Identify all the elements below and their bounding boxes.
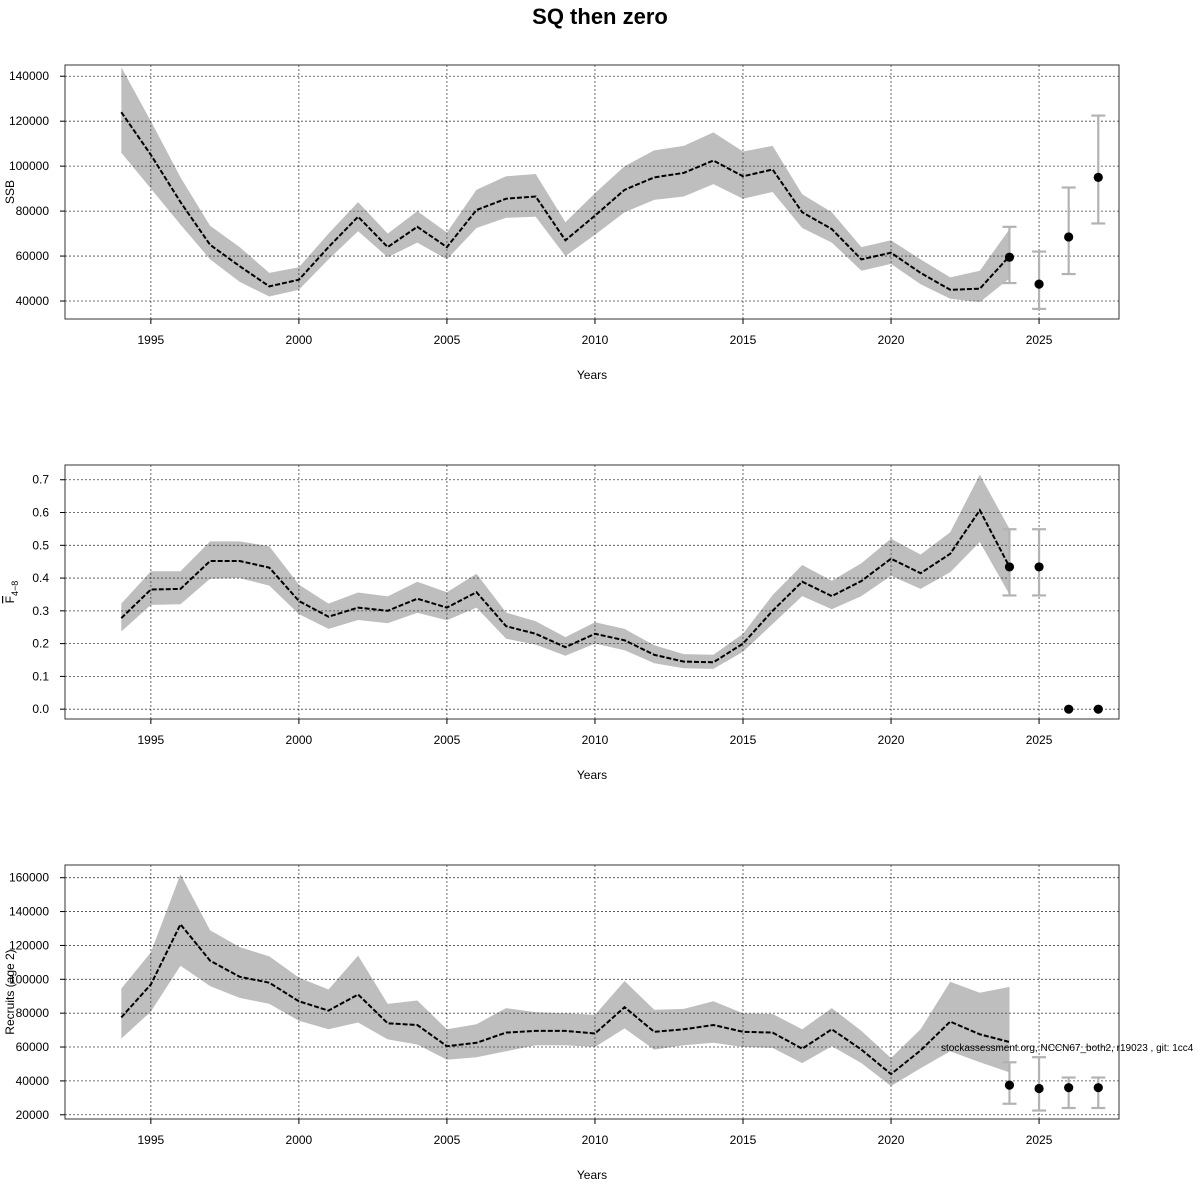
x-tick-label: 2000 [286,333,313,347]
x-tick-label: 2025 [1026,1133,1053,1147]
x-tick-label: 2005 [434,333,461,347]
x-tick-label: 2015 [730,333,757,347]
estimate-line [120,111,1011,291]
confidence-band [121,874,1010,1086]
x-tick-label: 2015 [730,733,757,747]
footnote: stockassessment.org, NCCN67_both2, r1902… [941,1043,1194,1054]
y-tick-label: 120000 [9,114,49,128]
y-tick-label: 0.1 [32,669,49,683]
x-tick-label: 1995 [138,733,165,747]
x-tick-label: 2005 [434,1133,461,1147]
x-tick-label: 2020 [878,333,905,347]
y-tick-label: 100000 [9,972,49,986]
chart-title: SQ then zero [532,4,668,29]
y-tick-label: 0.2 [32,637,49,651]
ssb-panel: 1995 2000 2005 2010 2015 2020 2025 40000 60000 80… [3,64,1120,382]
y-tick-label: 0.5 [32,538,49,552]
y-tick-label: 40000 [16,1074,50,1088]
x-tick-label: 2010 [582,1133,609,1147]
y-tick-label: 60000 [16,249,50,263]
forecast-point [1064,232,1074,242]
plot-frame [64,464,1120,720]
forecast-point [1093,1083,1103,1093]
x-tick-label: 2025 [1026,733,1053,747]
y-tick-label: 100000 [9,159,49,173]
confidence-band [121,67,1010,303]
x-tick-label: 2000 [286,1133,313,1147]
y-axis-label: SSB [3,180,17,204]
y-tick-label: 0.6 [32,506,49,520]
x-axis-label: Years [577,768,607,782]
forecast-point [1034,1083,1044,1094]
y-axis-label: F4−8 [3,581,20,604]
forecast-point [1064,704,1074,714]
x-tick-label: 1995 [138,333,165,347]
plot-frame [64,64,1120,320]
y-axis-label: Recruits (age 2) [3,949,17,1034]
x-tick-label: 2025 [1026,333,1053,347]
x-tick-label: 2015 [730,1133,757,1147]
x-axis-label: Years [577,1168,607,1182]
forecast-point [1064,1083,1074,1093]
confidence-band [121,474,1010,669]
estimate-line [120,508,1011,664]
y-tick-label: 0.3 [32,604,49,618]
x-axis-label: Years [577,368,607,382]
plot-frame [64,864,1120,1120]
y-tick-label: 120000 [9,938,49,952]
forecast-point [1093,172,1103,182]
estimate-line [120,922,1010,1076]
y-tick-label: 80000 [16,204,50,218]
y-tick-label: 80000 [16,1006,50,1020]
y-tick-label: 140000 [9,69,49,83]
forecast-point [1034,562,1044,572]
y-tick-label: 0.0 [32,702,49,716]
y-tick-label: 140000 [9,905,49,919]
y-tick-label: 20000 [16,1108,50,1122]
forecast-point [1004,562,1015,572]
x-tick-label: 2020 [878,733,905,747]
forecast-point [1004,252,1015,262]
forecast-point [1093,704,1103,714]
x-tick-label: 2010 [582,333,609,347]
x-tick-label: 2005 [434,733,461,747]
x-tick-label: 2010 [582,733,609,747]
x-tick-label: 2000 [286,733,313,747]
y-tick-label: 0.4 [32,571,49,585]
forecast-point [1004,1080,1015,1090]
fishing-mortality-panel: 1995 2000 2005 2010 2015 2020 2025 0.0 0.1 0.2 0.3… [3,464,1120,782]
y-tick-label: 160000 [9,871,49,885]
y-tick-label: 60000 [16,1040,50,1054]
y-tick-label: 40000 [16,294,50,308]
x-tick-label: 1995 [138,1133,165,1147]
x-tick-label: 2020 [878,1133,905,1147]
recruitment-panel: 1995 2000 2005 2010 2015 2020 2025 20000 40000 60… [3,864,1120,1182]
forecast-point [1034,279,1044,289]
y-tick-label: 0.7 [32,473,49,487]
